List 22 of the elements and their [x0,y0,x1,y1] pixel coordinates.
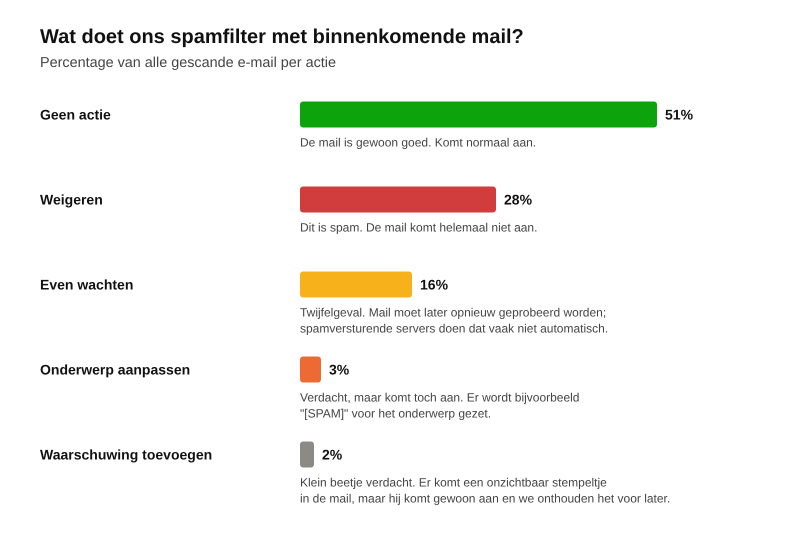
y-tick-label: Weigeren [40,192,103,208]
bar [300,272,412,298]
data-label: 16% [420,276,449,292]
data-label: 2% [322,446,343,462]
annotation: Twijfelgeval. Mail moet later opnieuw geprobeerd worden; spamversturende servers doen dat vaak niet automatisch. [300,306,608,336]
bar [300,356,321,382]
y-tick-label: Waarschuwing toevoegen [40,446,212,462]
chart-title: Wat doet ons spamfilter met binnenkomende mail? [40,26,524,48]
annotation: Klein beetje verdacht. Er komt een onzichtbaar stempeltje in de mail, maar hij komt gewoon aan en we onthouden het voor later. [300,476,670,506]
annotation: Verdacht, maar komt toch aan. Er wordt bijvoorbeeld "[SPAM]" voor het onderwerp gezet. [300,390,580,420]
y-tick-label: Onderwerp aanpassen [40,362,190,378]
data-label: 3% [329,362,350,378]
data-label: 28% [504,192,533,208]
bar [300,102,657,128]
bar [300,442,314,468]
bar [300,186,496,212]
chart-subtitle: Percentage van alle gescande e-mail per actie [40,55,336,71]
annotation: De mail is gewoon goed. Komt normaal aan. [300,136,536,150]
y-tick-label: Geen actie [40,106,112,122]
data-label: 51% [665,106,694,122]
annotation: Dit is spam. De mail komt helemaal niet aan. [300,220,538,234]
y-tick-label: Even wachten [40,276,134,292]
